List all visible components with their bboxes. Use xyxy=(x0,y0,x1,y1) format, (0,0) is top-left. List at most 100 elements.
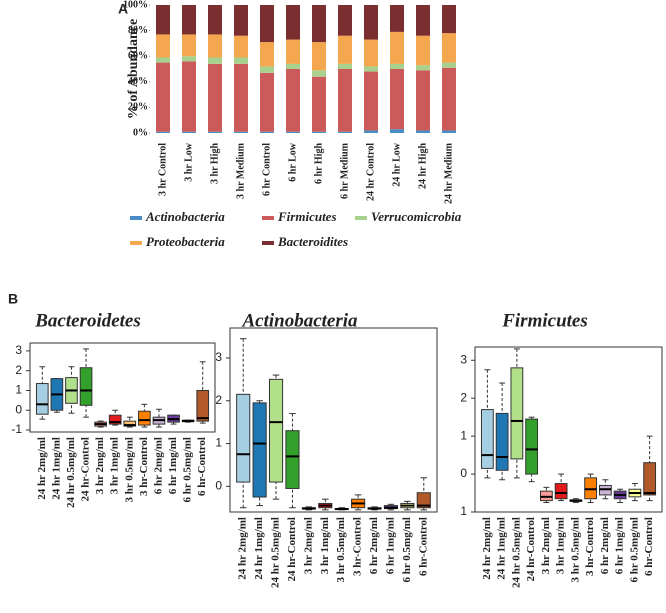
bar-segment xyxy=(312,5,326,43)
y-tick-label: 3 xyxy=(215,350,222,364)
x-tick-label: 3 hr 0.5mg/ml xyxy=(335,517,347,583)
x-tick-label: 3 hr 0.5mg/ml xyxy=(123,437,135,503)
x-tick-label: 6 hr Medium xyxy=(339,142,350,199)
bar-segment xyxy=(416,35,430,66)
x-tick-label: 24 hr Medium xyxy=(443,142,454,204)
bar-segment xyxy=(416,130,430,133)
x-tick-label: 6 hr-Control xyxy=(196,437,208,496)
x-tick-label: 3 hr-Control xyxy=(138,437,150,496)
bar-segment xyxy=(156,5,170,35)
box xyxy=(495,412,509,471)
x-tick-label: 24 hr 1mg/ml xyxy=(496,517,508,580)
box xyxy=(268,378,284,483)
bar-segment xyxy=(338,5,352,36)
y-tick-label: 0% xyxy=(133,127,148,138)
bar-segment xyxy=(338,131,352,133)
bar-segment xyxy=(260,5,274,43)
x-tick-label: 24 hr 2mg/ml xyxy=(36,437,48,500)
x-tick-label: 3 hr Low xyxy=(183,142,194,181)
bar-segment xyxy=(234,57,248,64)
legend-label: Firmicutes xyxy=(277,209,337,224)
legend-swatch xyxy=(262,216,274,220)
box xyxy=(525,418,539,475)
y-tick-label: 2 xyxy=(215,393,222,407)
legend-swatch xyxy=(262,241,274,245)
x-tick-label: 24 hr Control xyxy=(365,143,376,201)
x-tick-label: 6 hr 1mg/ml xyxy=(384,517,396,574)
chart-title: Firmicutes xyxy=(501,310,588,331)
bar-segment xyxy=(156,57,170,63)
plot-frame xyxy=(474,346,663,513)
x-tick-label: 6 hr 0.5mg/ml xyxy=(628,517,640,583)
x-tick-label: 3 hr 1mg/ml xyxy=(555,517,567,574)
bar-segment xyxy=(390,69,404,130)
bar-segment xyxy=(208,63,222,132)
bar-segment xyxy=(338,35,352,64)
x-tick-label: 6 hr 0.5mg/ml xyxy=(182,437,194,503)
bar-segment xyxy=(260,42,274,67)
x-tick-label: 6 hr-Control xyxy=(643,517,655,576)
legend-swatch xyxy=(130,241,142,245)
legend-label: Actinobacteria xyxy=(145,209,225,224)
box xyxy=(252,402,267,498)
box xyxy=(196,389,210,422)
x-tick-label: 3 hr-Control xyxy=(352,517,364,576)
bar-segment xyxy=(208,57,222,64)
bar-segment xyxy=(312,42,326,71)
y-tick-label: 40% xyxy=(128,76,148,87)
x-tick-label: 3 hr 2mg/ml xyxy=(302,517,314,574)
y-tick-label: 3 xyxy=(15,343,22,357)
x-tick-label: 3 hr 1mg/ml xyxy=(109,437,121,494)
x-tick-label: 24 hr 0.5mg/ml xyxy=(270,517,282,588)
bar-segment xyxy=(156,62,170,132)
x-tick-label: 6 hr 2mg/ml xyxy=(368,517,380,574)
x-tick-label: 24 hr 0.5mg/ml xyxy=(65,437,77,508)
bar-segment xyxy=(234,35,248,58)
bar-segment xyxy=(338,63,352,69)
x-tick-label: 6 hr High xyxy=(313,143,324,184)
bar-segment xyxy=(208,5,222,35)
x-tick-label: 24 hr Low xyxy=(391,142,402,186)
bar-segment xyxy=(416,65,430,71)
chart-title: Actinobacteria xyxy=(241,310,358,331)
x-tick-label: 3 hr Control xyxy=(157,143,168,196)
x-tick-label: 24 hr-Control xyxy=(286,517,298,581)
bar-segment xyxy=(390,5,404,32)
x-tick-label: 24 hr High xyxy=(417,143,428,189)
x-tick-label: 24 hr 2mg/ml xyxy=(481,517,493,580)
bar-segment xyxy=(442,5,456,34)
box xyxy=(108,414,122,425)
x-tick-label: 24 hr 1mg/ml xyxy=(50,437,62,500)
bar-segment xyxy=(442,33,456,63)
bar-segment xyxy=(286,131,300,133)
x-tick-label: 3 hr-Control xyxy=(584,517,596,576)
x-tick-label: 6 hr 1mg/ml xyxy=(614,517,626,574)
y-tick-label: -1 xyxy=(11,422,22,436)
x-tick-label: 6 hr 2mg/ml xyxy=(152,437,164,494)
box xyxy=(510,367,524,460)
x-tick-label: 3 hr 1mg/ml xyxy=(319,517,331,574)
box xyxy=(138,410,151,426)
x-tick-label: 6 hr 1mg/ml xyxy=(167,437,179,494)
legend-swatch xyxy=(130,216,142,220)
bar-segment xyxy=(312,131,326,133)
bar-segment xyxy=(364,66,378,72)
y-tick-label: 80% xyxy=(128,25,148,36)
plot-frame xyxy=(229,327,438,513)
panel-label: A xyxy=(118,1,128,17)
box xyxy=(643,462,657,496)
bar-segment xyxy=(156,131,170,133)
box xyxy=(285,430,300,489)
box xyxy=(416,492,431,509)
y-tick-label: 60% xyxy=(128,50,148,61)
bar-segment xyxy=(442,130,456,133)
y-tick-label: 2 xyxy=(460,390,467,404)
bar-segment xyxy=(416,70,430,131)
y-tick-label: 0 xyxy=(15,402,22,416)
x-tick-label: 3 hr Medium xyxy=(235,142,246,199)
y-tick-label: 20% xyxy=(128,102,148,113)
x-tick-label: 3 hr High xyxy=(209,143,220,184)
x-tick-label: 6 hr-Control xyxy=(417,517,429,576)
bar-segment xyxy=(364,130,378,133)
box xyxy=(79,367,93,406)
